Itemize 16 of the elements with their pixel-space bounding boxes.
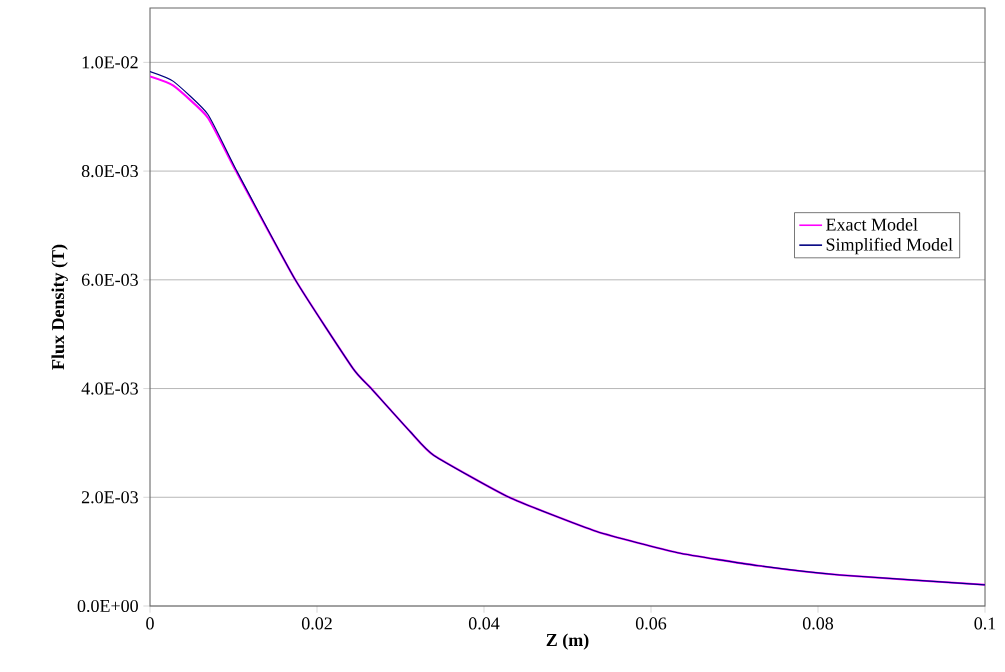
x-tick-label: 0.02: [301, 617, 332, 630]
x-tick-label: 0: [146, 617, 154, 630]
y-axis-title: Flux Density (T): [51, 244, 68, 370]
y-tick-label: 4.0E-03: [81, 382, 138, 395]
y-tick-label: 2.0E-03: [81, 491, 138, 504]
x-tick-label: 0.06: [635, 617, 667, 630]
y-tick-label: 6.0E-03: [81, 273, 138, 286]
legend-label: Exact Model: [826, 218, 918, 231]
legend-label: Simplified Model: [826, 237, 953, 255]
x-tick-label: 0.08: [802, 617, 834, 630]
x-tick-label: 0.1: [974, 617, 996, 630]
y-tick-label: 8.0E-03: [81, 164, 138, 178]
x-axis-title: Z (m): [546, 633, 589, 650]
y-tick-label: 0.0E+00: [77, 599, 138, 613]
x-tick-label: 0.04: [468, 617, 500, 630]
y-tick-label: 1.0E-02: [82, 56, 138, 69]
